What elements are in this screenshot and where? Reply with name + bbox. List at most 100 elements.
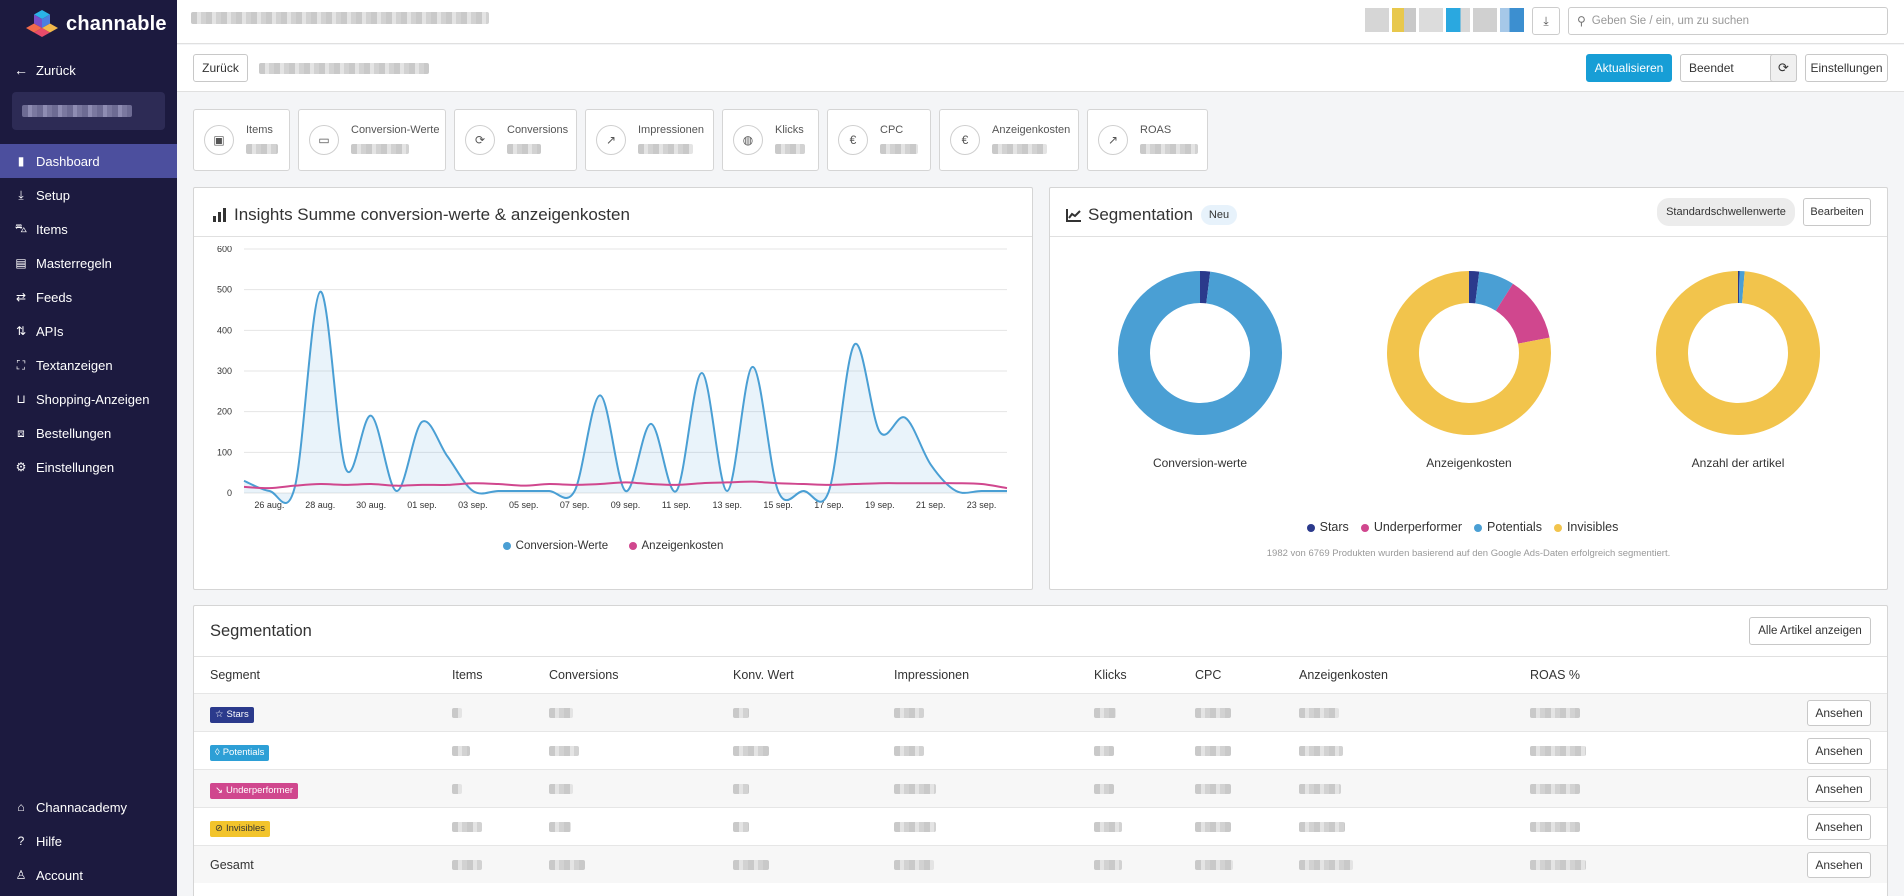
logo[interactable]: channable <box>0 0 177 48</box>
breadcrumb-redacted <box>191 12 489 24</box>
sidebar-item-label: Bestellungen <box>36 425 112 441</box>
settings-button[interactable]: Einstellungen <box>1805 54 1888 82</box>
metric-label: Conversion-Werte <box>351 123 440 136</box>
back-button[interactable]: Zurück <box>193 54 248 82</box>
metric-value-redacted <box>880 143 918 154</box>
gear-icon: ⚙ <box>15 460 27 474</box>
sidebar-item-masterregeln[interactable]: ▤ Masterregeln <box>0 246 177 280</box>
x-tick-label: 07 sep. <box>560 500 590 510</box>
y-tick-label: 400 <box>217 325 232 335</box>
refresh-button[interactable]: Aktualisieren <box>1586 54 1672 82</box>
metric-label: CPC <box>880 123 904 136</box>
area-chart-icon <box>1066 209 1081 222</box>
view-button[interactable]: Ansehen <box>1807 852 1871 878</box>
euro-icon: € <box>950 125 980 155</box>
project-selector[interactable] <box>12 92 165 130</box>
column-header[interactable]: Impressionen <box>894 668 970 682</box>
column-header[interactable]: Klicks <box>1094 668 1127 682</box>
sidebar-item-hilfe[interactable]: ? Hilfe <box>0 824 177 858</box>
sidebar-item-account[interactable]: ♙ Account <box>0 858 177 892</box>
segment-badge-underperformer[interactable]: ↘ Underperformer <box>210 781 299 799</box>
cell-value-redacted <box>1299 860 1353 870</box>
column-header[interactable]: Konv. Wert <box>733 668 794 682</box>
mouse-icon: ◍ <box>733 125 763 155</box>
cell-value-redacted <box>894 746 924 756</box>
cell-value-redacted <box>1530 746 1586 756</box>
avatar <box>1446 8 1470 32</box>
donut-slice-potentials <box>1474 271 1513 312</box>
sidebar-item-label: Feeds <box>36 289 73 305</box>
sidebar-item-label: Setup <box>36 187 70 203</box>
column-header[interactable]: Anzeigenkosten <box>1299 668 1388 682</box>
cell-value-redacted <box>1094 708 1116 718</box>
cell-value-redacted <box>1094 822 1122 832</box>
column-header[interactable]: Conversions <box>549 668 619 682</box>
metric-value-redacted <box>351 143 409 154</box>
sync-icon: ⟳ <box>1778 60 1789 75</box>
project-name-redacted <box>22 105 132 117</box>
view-button[interactable]: Ansehen <box>1807 776 1871 802</box>
cell-value-redacted <box>1299 708 1339 718</box>
sort-arrows-icon: ⇅ <box>15 324 27 338</box>
cell-value-redacted <box>894 708 924 718</box>
y-tick-label: 100 <box>217 447 232 457</box>
metric-label: Anzeigenkosten <box>992 123 1071 136</box>
segment-badge-stars[interactable]: ☆ Stars <box>210 705 254 723</box>
column-header[interactable]: CPC <box>1195 668 1222 682</box>
sidebar-item-items[interactable]: ⛍ Items <box>0 212 177 246</box>
sidebar-item-label: Account <box>36 867 83 883</box>
cell-value-redacted <box>1299 746 1343 756</box>
view-button[interactable]: Ansehen <box>1807 700 1871 726</box>
cell-value-redacted <box>1094 746 1114 756</box>
segmentation-chart-header: Segmentation Neu <box>1066 203 1238 227</box>
avatar <box>1473 8 1497 32</box>
sidebar-item-shopping-anzeigen[interactable]: ⊔ Shopping-Anzeigen <box>0 382 177 416</box>
team-avatars[interactable] <box>1365 8 1524 32</box>
column-header[interactable]: Items <box>452 668 483 682</box>
metric-value-redacted <box>507 143 541 154</box>
view-button[interactable]: Ansehen <box>1807 738 1871 764</box>
y-tick-label: 600 <box>217 246 232 254</box>
segment-badge-invisibles[interactable]: ⊘ Invisibles <box>210 819 271 837</box>
sidebar-item-einstellungen[interactable]: ⚙ Einstellungen <box>0 450 177 484</box>
show-all-items-button[interactable]: Alle Artikel anzeigen <box>1749 617 1871 645</box>
legend-item-underperformer: Underperformer <box>1360 520 1463 534</box>
column-header[interactable]: Segment <box>210 668 261 682</box>
legend-item-invisibles: Invisibles <box>1553 520 1618 534</box>
cell-value-redacted <box>549 746 579 756</box>
download-button[interactable]: ⤓ <box>1532 7 1560 35</box>
series-area-conversion-werte <box>244 291 1007 504</box>
cell-value-redacted <box>894 822 936 832</box>
expand-icon: ⛶ <box>16 357 26 372</box>
sync-button[interactable]: ⟳ <box>1770 54 1797 82</box>
sidebar-item-dashboard[interactable]: ▮ Dashboard <box>0 144 177 178</box>
sidebar-item-label: Einstellungen <box>36 459 115 475</box>
column-header[interactable]: ROAS % <box>1530 668 1581 682</box>
insights-title: Insights Summe conversion-werte & anzeig… <box>234 205 630 224</box>
legend-swatch <box>1360 523 1369 532</box>
segment-badge-potentials[interactable]: ◊ Potentials <box>210 743 270 761</box>
sidebar-item-textanzeigen[interactable]: ⛶ Textanzeigen <box>0 348 177 382</box>
x-tick-label: 05 sep. <box>509 500 539 510</box>
legend-label: Underperformer <box>1373 520 1463 534</box>
search-input[interactable]: ⚲ Geben Sie / ein, um zu suchen <box>1568 7 1888 35</box>
sidebar-item-setup[interactable]: ⤓ Setup <box>0 178 177 212</box>
segmentation-chart-title: Segmentation <box>1088 205 1193 224</box>
sidebar-item-apis[interactable]: ⇅ APIs <box>0 314 177 348</box>
legend-swatch <box>1553 523 1562 532</box>
view-button[interactable]: Ansehen <box>1807 814 1871 840</box>
sidebar-nav-bottom: ⌂ Channacademy? Hilfe ♙ Account <box>0 790 177 896</box>
donut-slice-underperformer <box>1495 283 1550 345</box>
sidebar-back-link[interactable]: ← Zurück <box>0 54 177 86</box>
metric-card-items: ▣ Items <box>193 109 290 171</box>
sidebar-item-label: Masterregeln <box>36 255 112 271</box>
y-tick-label: 500 <box>217 285 232 295</box>
sidebar-item-channacademy[interactable]: ⌂ Channacademy <box>0 790 177 824</box>
x-tick-label: 23 sep. <box>967 500 997 510</box>
sidebar-item-bestellungen[interactable]: ⧈ Bestellungen <box>0 416 177 450</box>
default-thresholds-button[interactable]: Standardschwellenwerte <box>1657 198 1795 226</box>
sidebar-item-label: Shopping-Anzeigen <box>36 391 150 407</box>
sidebar-item-feeds[interactable]: ⇄ Feeds <box>0 280 177 314</box>
edit-button[interactable]: Bearbeiten <box>1803 198 1871 226</box>
cell-value-redacted <box>894 860 934 870</box>
